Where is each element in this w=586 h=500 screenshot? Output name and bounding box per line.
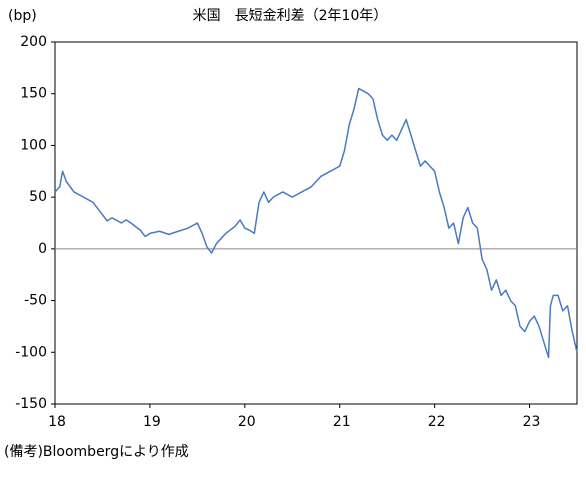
x-tick-label: 19 [143,414,161,430]
y-tick-label: -50 [24,293,47,309]
y-tick-label: 0 [38,241,47,257]
x-tick-label: 20 [238,414,256,430]
data-line [54,87,578,359]
plot-frame [54,41,578,405]
note: (備考)Bloombergにより作成 [4,444,189,460]
y-axis-label: (bp) [8,8,37,24]
y-tick-label: -100 [15,344,47,360]
x-tick-label: 22 [428,414,446,430]
y-tick-label: 50 [29,189,47,205]
x-tick-label: 18 [48,414,66,430]
y-tick-label: 100 [20,137,47,153]
y-tick-label: 150 [20,86,47,102]
x-tick-label: 23 [523,414,541,430]
x-tick-label: 21 [333,414,351,430]
y-tick-label: -150 [15,396,47,412]
y-tick-label: 200 [20,34,47,50]
chart-title: 米国 長短金利差（2年10年） [193,8,388,24]
